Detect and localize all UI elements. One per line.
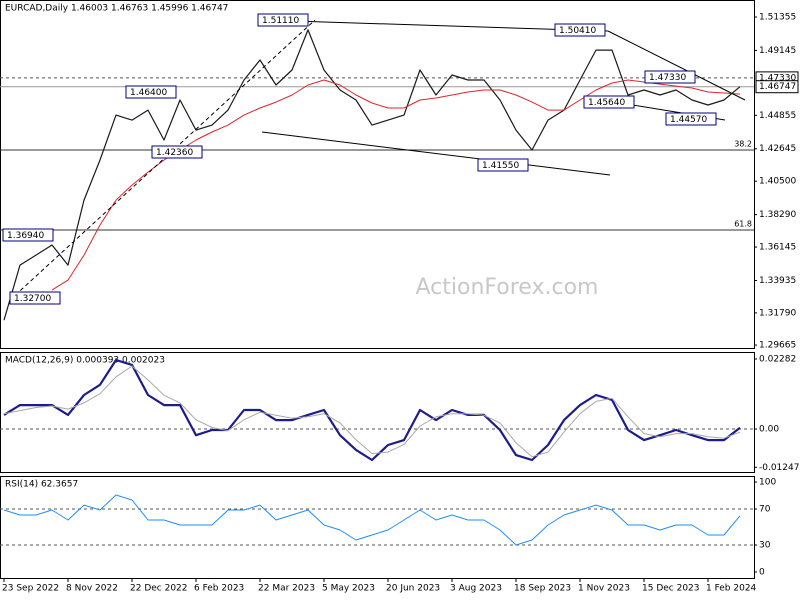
price-callout: 1.50410 (559, 26, 596, 36)
panel-title: EURCAD,Daily 1.46003 1.46763 1.45996 1.4… (5, 4, 228, 14)
y-tick-label: 1.36145 (759, 243, 796, 253)
price-callout: 1.46400 (130, 88, 167, 98)
y-tick-label: 1.44855 (759, 111, 796, 121)
x-tick-label: 3 Aug 2023 (450, 584, 502, 594)
trend-line (261, 19, 609, 32)
price-callout-box (554, 23, 606, 37)
y-tick-label: 1.42645 (759, 144, 796, 154)
price-callout-box (2, 228, 54, 242)
x-tick-label: 22 Dec 2022 (130, 584, 188, 594)
panel-frame (0, 476, 755, 579)
y-tick-label: 1.40500 (759, 177, 796, 187)
x-tick-label: 23 Sep 2022 (2, 584, 59, 594)
x-tick-label: 1 Feb 2024 (706, 584, 757, 594)
x-tick-label: 5 May 2023 (322, 584, 375, 594)
price-callout-box (665, 112, 717, 126)
watermark: ActionForex.com (416, 275, 599, 300)
level-label: 1.47330 (759, 73, 796, 83)
y-tick-label: 70 (759, 505, 771, 515)
price-callout-box (125, 85, 177, 99)
price-callout: 1.42360 (156, 148, 193, 158)
level-label-box (755, 80, 799, 94)
price-callout: 1.51110 (262, 16, 299, 26)
y-tick-label: 1.49145 (759, 46, 796, 56)
y-tick-label: 0 (759, 567, 765, 577)
y-tick-label: 100 (759, 478, 776, 488)
fib-label: 38.2 (734, 140, 752, 149)
y-tick-label: -0.01247 (759, 463, 799, 473)
x-tick-label: 1 Nov 2023 (578, 584, 630, 594)
price-callout-box (583, 95, 635, 109)
y-tick-label: 0.00 (759, 425, 779, 435)
series-line (3, 494, 741, 546)
panel-frame (0, 0, 755, 349)
price-callout-box (644, 70, 696, 84)
trend-line (9, 19, 316, 301)
price-callout: 1.47330 (649, 73, 686, 83)
x-tick-label: 18 Sep 2023 (514, 584, 571, 594)
panel-title: RSI(14) 62.3657 (5, 480, 78, 490)
y-tick-label: 1.33935 (759, 276, 796, 286)
price-callout: 1.45640 (588, 98, 625, 108)
price-callout: 1.44570 (670, 115, 707, 125)
trend-line (261, 131, 611, 176)
price-callout-box (257, 13, 309, 27)
panel-title: MACD(12,26,9) 0.000393 0.002023 (5, 356, 165, 366)
series-line (3, 29, 741, 321)
level-label: 1.46747 (759, 82, 796, 92)
x-tick-label: 6 Feb 2023 (194, 584, 244, 594)
y-tick-label: 0.02282 (759, 354, 796, 364)
x-tick-label: 22 Mar 2023 (258, 584, 315, 594)
x-tick-label: 20 Jun 2023 (386, 584, 440, 594)
trend-line (607, 30, 746, 101)
x-tick-label: 15 Dec 2023 (642, 584, 700, 594)
y-tick-label: 1.29665 (759, 341, 796, 351)
price-callout-box (9, 291, 61, 305)
y-tick-label: 30 (759, 540, 771, 550)
series-line (3, 365, 741, 458)
price-callout-box (477, 158, 529, 172)
price-callout: 1.36940 (7, 231, 44, 241)
price-callout: 1.32700 (14, 294, 51, 304)
x-tick-label: 8 Nov 2022 (66, 584, 118, 594)
y-tick-label: 1.31790 (759, 308, 796, 318)
series-line (3, 358, 741, 462)
fib-label: 61.8 (734, 220, 752, 229)
price-callout: 1.41550 (482, 161, 519, 171)
y-tick-label: 1.38290 (759, 210, 796, 220)
price-callout-box (151, 145, 203, 159)
y-tick-label: 1.51355 (759, 13, 796, 23)
panel-frame (0, 352, 755, 473)
